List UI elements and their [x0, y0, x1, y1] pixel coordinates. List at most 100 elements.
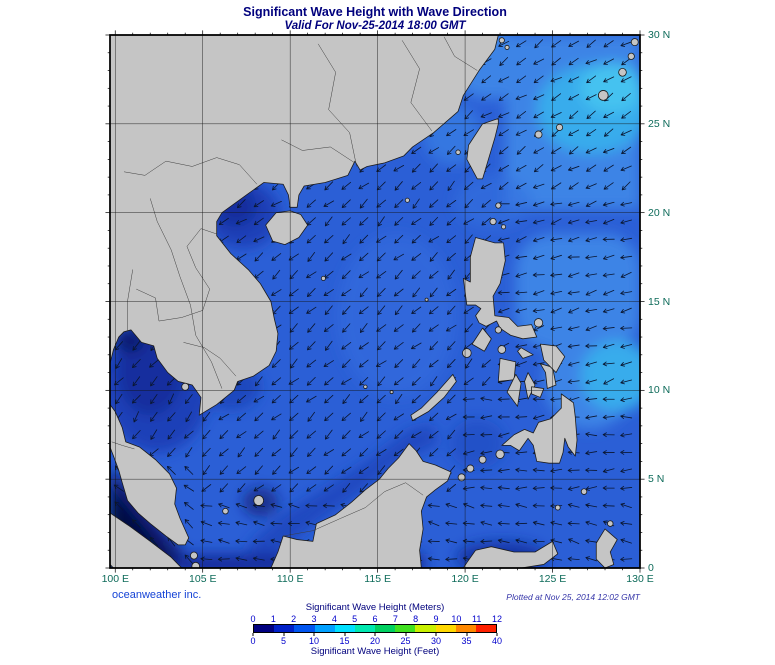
- wave-arrow: [446, 145, 456, 155]
- wave-arrow: [427, 538, 440, 544]
- wave-arrow: [568, 57, 579, 66]
- wave-arrow: [620, 432, 633, 438]
- wave-arrow: [603, 76, 615, 83]
- wave-arrow: [219, 483, 229, 493]
- wave-arrow: [602, 272, 615, 278]
- wave-arrow: [603, 58, 615, 65]
- island-okinawa: [597, 90, 609, 101]
- wave-arrow: [567, 201, 580, 207]
- wave-arrow: [358, 466, 369, 474]
- wave-arrow: [585, 219, 598, 225]
- wave-arrow: [341, 199, 351, 208]
- meter-label: 7: [392, 614, 398, 624]
- island-spratly-a: [363, 384, 368, 389]
- wave-arrow: [184, 394, 193, 404]
- island-riau: [190, 551, 198, 560]
- wave-arrow: [620, 165, 632, 172]
- wave-arrow: [167, 447, 176, 457]
- wave-arrow: [217, 520, 230, 526]
- wave-arrow: [515, 94, 527, 101]
- wave-arrow: [358, 431, 369, 439]
- wave-arrow: [532, 237, 545, 243]
- wave-arrow: [603, 148, 615, 154]
- feet-label: 0: [250, 636, 256, 646]
- wave-arrow: [306, 234, 316, 244]
- wave-arrow: [132, 430, 141, 440]
- wave-arrow: [289, 358, 298, 369]
- wave-arrow: [532, 520, 545, 526]
- island-jolo: [478, 455, 487, 464]
- wave-arrow: [307, 411, 315, 422]
- wave-arrow: [585, 272, 598, 278]
- wave-arrow: [497, 290, 510, 296]
- wave-arrow: [585, 308, 598, 314]
- shading-luzon-strait: [454, 175, 532, 229]
- wave-arrow: [184, 430, 194, 439]
- wave-arrow: [254, 430, 264, 439]
- wave-arrow: [532, 396, 545, 402]
- meter-label: 9: [433, 614, 439, 624]
- wave-arrow: [620, 361, 632, 367]
- wave-arrow: [324, 252, 334, 262]
- feet-label: 20: [369, 636, 381, 646]
- wave-arrow: [307, 447, 316, 457]
- wave-arrow: [429, 287, 438, 298]
- island-catanduanes: [533, 318, 544, 328]
- wave-arrow: [447, 180, 455, 191]
- lon-label: 105 E: [189, 573, 217, 585]
- wave-arrow: [305, 520, 318, 526]
- island-babuyan: [489, 217, 497, 226]
- wave-arrow: [532, 414, 545, 420]
- feet-tick: [496, 633, 498, 636]
- legend-color-segment: [435, 625, 456, 632]
- legend-color-segment: [254, 625, 275, 632]
- wave-arrow: [133, 411, 139, 423]
- wave-arrow: [498, 129, 509, 137]
- wave-arrow: [270, 502, 283, 508]
- wave-arrow: [499, 57, 509, 66]
- wave-arrow: [359, 376, 369, 386]
- lat-label: 15 N: [648, 295, 671, 308]
- wave-arrow: [465, 358, 473, 369]
- wave-arrow: [621, 93, 631, 102]
- wave-arrow: [341, 378, 352, 385]
- wave-arrow: [132, 376, 141, 387]
- wave-arrow: [342, 394, 351, 405]
- wave-arrow: [429, 341, 439, 351]
- wave-arrow: [533, 183, 545, 189]
- island-batanes: [495, 202, 502, 209]
- feet-label: 5: [280, 636, 287, 646]
- wave-arrow: [237, 483, 246, 493]
- wave-arrow: [481, 376, 491, 386]
- wave-arrow: [184, 519, 193, 529]
- wave-arrow: [306, 359, 317, 368]
- wave-arrow: [252, 539, 265, 544]
- wave-arrow: [568, 165, 580, 172]
- wave-arrow: [620, 76, 632, 83]
- shading-nw-borneo: [242, 424, 439, 568]
- wave-arrow: [427, 503, 440, 508]
- wave-arrow: [445, 538, 458, 544]
- wave-arrow: [515, 502, 528, 508]
- island-marinduque: [494, 326, 502, 334]
- island-tablas: [497, 345, 507, 354]
- wave-arrow: [306, 484, 317, 492]
- wave-arrow: [585, 379, 597, 385]
- wave-arrow: [497, 237, 510, 243]
- wave-arrow: [445, 521, 458, 526]
- wave-arrow: [620, 307, 632, 314]
- wave-arrow: [167, 429, 176, 440]
- wave-arrow: [515, 308, 528, 314]
- feet-tick: [344, 633, 345, 636]
- wave-arrow: [168, 393, 175, 405]
- wave-arrow: [532, 219, 545, 225]
- wave-arrow: [533, 164, 544, 173]
- land-luzon: [462, 237, 538, 340]
- wave-arrow: [428, 520, 440, 527]
- lon-label: 115 E: [364, 573, 391, 585]
- wave-arrow: [515, 521, 528, 527]
- wave-arrow: [620, 219, 632, 225]
- island-basilan: [495, 449, 505, 459]
- wave-arrow: [568, 129, 580, 136]
- wave-arrow: [532, 538, 545, 544]
